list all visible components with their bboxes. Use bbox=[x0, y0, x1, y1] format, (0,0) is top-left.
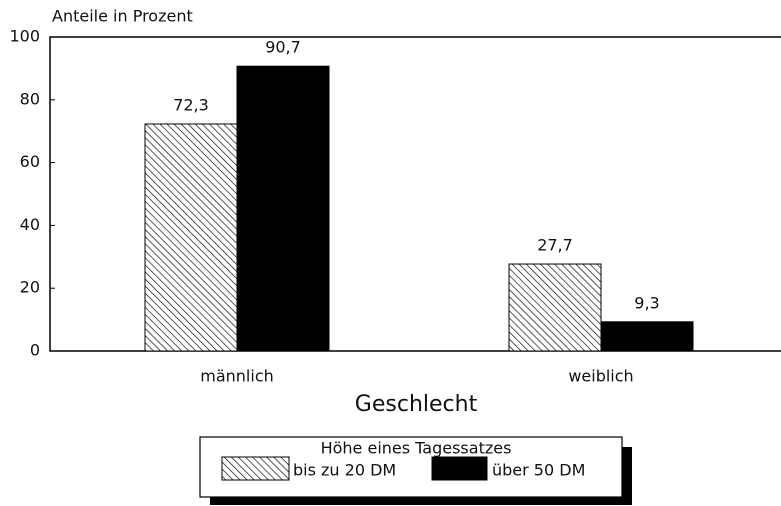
bar bbox=[508, 263, 602, 352]
legend-title: Höhe eines Tagessatzes bbox=[321, 439, 512, 458]
bar bbox=[236, 65, 330, 352]
legend-label: bis zu 20 DM bbox=[293, 461, 396, 480]
value-label: 9,3 bbox=[634, 293, 659, 312]
y-tick-label: 60 bbox=[20, 152, 40, 171]
plot-frame bbox=[49, 36, 781, 352]
y-tick-label: 0 bbox=[30, 341, 40, 360]
legend-swatch bbox=[221, 456, 290, 481]
y-tick-label: 100 bbox=[9, 27, 40, 46]
legend-label: über 50 DM bbox=[492, 461, 585, 480]
y-tick-label: 80 bbox=[20, 89, 40, 108]
value-label: 27,7 bbox=[537, 236, 573, 255]
value-label: 72,3 bbox=[173, 95, 209, 114]
bar bbox=[600, 321, 694, 352]
x-axis-label: Geschlecht bbox=[355, 392, 478, 417]
bar bbox=[144, 123, 238, 352]
x-tick-label: männlich bbox=[200, 367, 274, 386]
y-axis-label: Anteile in Prozent bbox=[52, 7, 193, 26]
legend-swatch bbox=[431, 456, 488, 481]
value-label: 90,7 bbox=[265, 38, 301, 57]
y-tick-label: 20 bbox=[20, 278, 40, 297]
y-tick-label: 40 bbox=[20, 215, 40, 234]
x-tick-label: weiblich bbox=[568, 367, 633, 386]
